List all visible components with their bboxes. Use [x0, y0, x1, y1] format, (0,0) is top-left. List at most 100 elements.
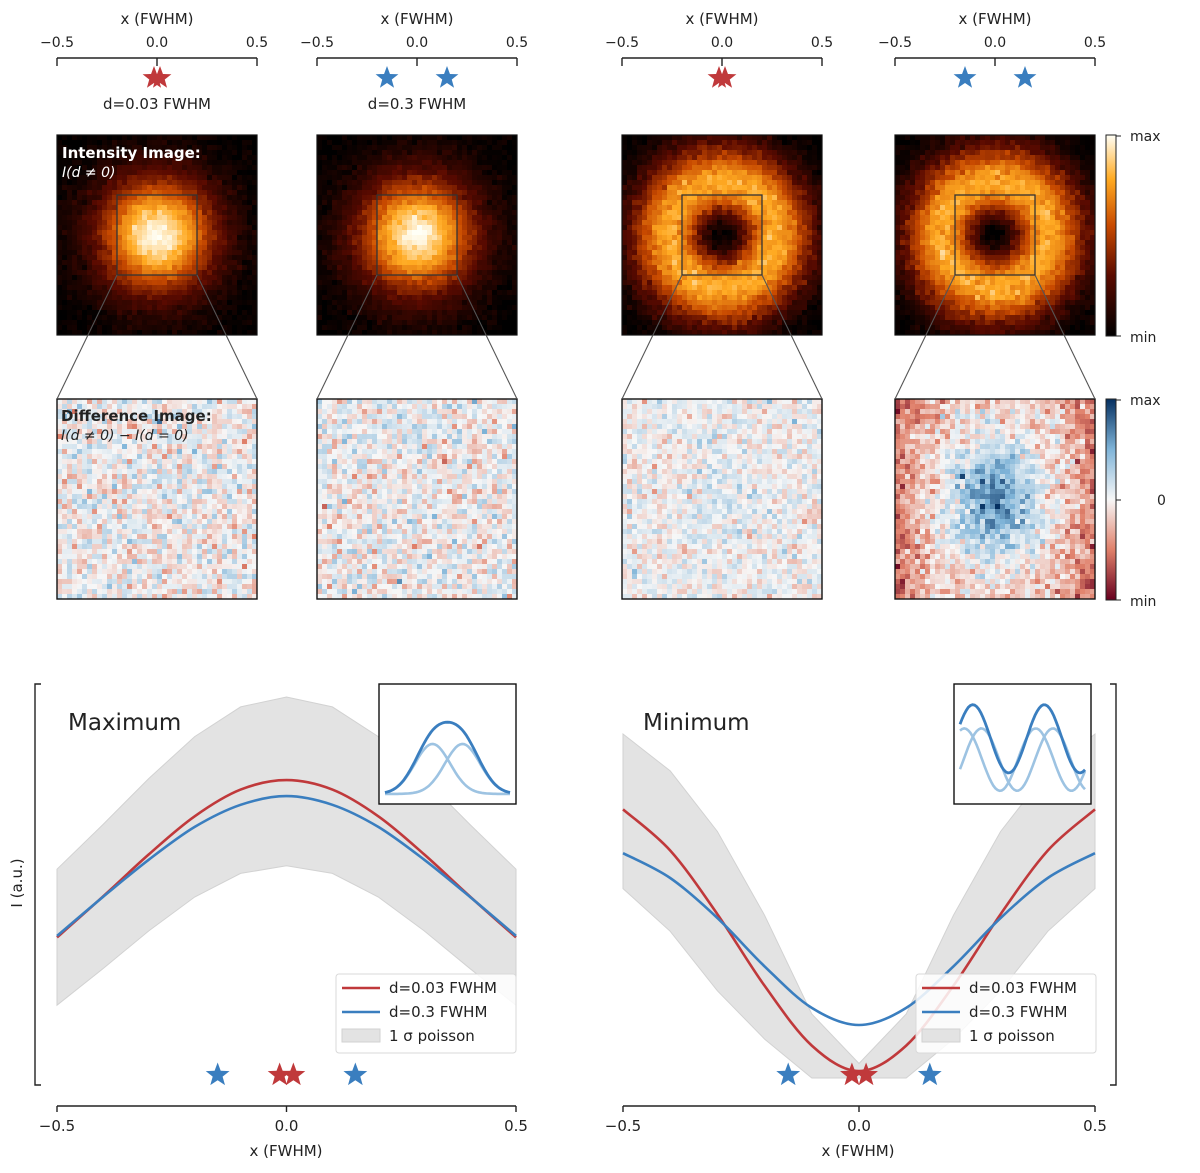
image-pixel — [427, 305, 433, 311]
image-pixel — [622, 170, 628, 176]
image-pixel — [772, 220, 778, 226]
image-pixel — [347, 170, 353, 176]
image-pixel — [687, 210, 693, 216]
image-pixel — [452, 145, 458, 151]
image-pixel — [327, 270, 333, 276]
image-pixel — [622, 305, 628, 311]
image-pixel — [697, 215, 703, 221]
image-pixel — [792, 180, 798, 186]
image-pixel — [357, 220, 363, 226]
image-pixel — [692, 330, 698, 336]
image-pixel — [417, 250, 423, 256]
image-pixel — [392, 240, 398, 246]
image-pixel — [487, 250, 493, 256]
image-pixel — [162, 330, 168, 336]
image-pixel — [792, 220, 798, 226]
image-pixel — [482, 285, 488, 291]
image-pixel — [687, 305, 693, 311]
image-pixel — [477, 190, 483, 196]
image-pixel — [432, 215, 438, 221]
image-pixel — [122, 230, 128, 236]
image-pixel — [457, 180, 463, 186]
image-pixel — [377, 210, 383, 216]
image-pixel — [797, 290, 803, 296]
image-pixel — [482, 320, 488, 326]
image-pixel — [622, 315, 628, 321]
image-pixel — [642, 325, 648, 331]
image-pixel — [397, 250, 403, 256]
image-pixel — [507, 205, 513, 211]
image-pixel — [402, 155, 408, 161]
image-pixel — [507, 220, 513, 226]
image-pixel — [777, 160, 783, 166]
image-pixel — [407, 175, 413, 181]
image-pixel — [212, 150, 218, 156]
image-pixel — [767, 285, 773, 291]
image-pixel — [252, 235, 258, 241]
image-pixel — [152, 135, 158, 141]
image-pixel — [737, 145, 743, 151]
image-pixel — [722, 230, 728, 236]
image-pixel — [87, 210, 93, 216]
image-pixel — [212, 260, 218, 266]
image-pixel — [72, 220, 78, 226]
image-pixel — [247, 215, 253, 221]
image-pixel — [792, 160, 798, 166]
image-pixel — [782, 295, 788, 301]
image-pixel — [472, 205, 478, 211]
image-pixel — [437, 285, 443, 291]
image-pixel — [712, 240, 718, 246]
image-pixel — [627, 315, 633, 321]
image-pixel — [107, 195, 113, 201]
image-pixel — [437, 180, 443, 186]
image-pixel — [422, 135, 428, 141]
image-pixel — [127, 310, 133, 316]
image-pixel — [317, 180, 323, 186]
image-pixel — [102, 225, 108, 231]
image-pixel — [102, 190, 108, 196]
image-pixel — [462, 325, 468, 331]
image-pixel — [722, 140, 728, 146]
image-pixel — [692, 245, 698, 251]
image-pixel — [137, 325, 143, 331]
image-pixel — [342, 150, 348, 156]
image-pixel — [62, 175, 68, 181]
image-pixel — [352, 315, 358, 321]
image-pixel — [975, 145, 981, 151]
image-pixel — [142, 240, 148, 246]
image-pixel — [1030, 135, 1036, 141]
image-pixel — [212, 330, 218, 336]
image-pixel — [980, 140, 986, 146]
image-pixel — [662, 320, 668, 326]
image-pixel — [187, 255, 193, 261]
image-pixel — [162, 195, 168, 201]
image-pixel — [172, 240, 178, 246]
image-pixel — [672, 325, 678, 331]
image-pixel — [437, 310, 443, 316]
image-pixel — [707, 325, 713, 331]
image-pixel — [677, 265, 683, 271]
image-pixel — [497, 175, 503, 181]
image-pixel — [337, 155, 343, 161]
image-pixel — [327, 300, 333, 306]
image-pixel — [722, 195, 728, 201]
image-pixel — [512, 195, 518, 201]
image-pixel — [67, 315, 73, 321]
image-pixel — [940, 145, 946, 151]
image-pixel — [332, 300, 338, 306]
image-pixel — [87, 300, 93, 306]
image-pixel — [102, 330, 108, 336]
image-pixel — [702, 280, 708, 286]
image-pixel — [662, 135, 668, 141]
image-pixel — [232, 195, 238, 201]
image-pixel — [812, 245, 818, 251]
image-pixel — [342, 145, 348, 151]
image-pixel — [357, 225, 363, 231]
image-pixel — [77, 185, 83, 191]
image-pixel — [372, 255, 378, 261]
image-pixel — [342, 215, 348, 221]
image-pixel — [697, 235, 703, 241]
image-pixel — [332, 280, 338, 286]
image-pixel — [147, 155, 153, 161]
image-pixel — [322, 295, 328, 301]
